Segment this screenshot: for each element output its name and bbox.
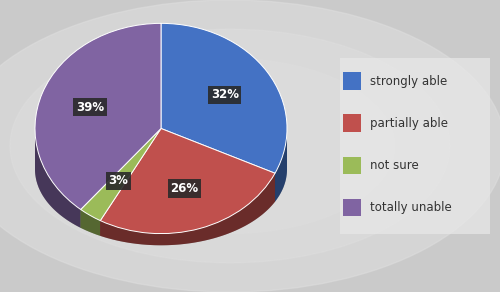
Polygon shape — [35, 129, 80, 228]
Text: 26%: 26% — [170, 182, 198, 195]
Text: 39%: 39% — [76, 101, 104, 114]
Polygon shape — [80, 128, 161, 228]
Bar — [343, 72, 361, 90]
Polygon shape — [161, 128, 275, 202]
Wedge shape — [100, 128, 275, 234]
Polygon shape — [80, 128, 161, 228]
Polygon shape — [80, 187, 100, 236]
Wedge shape — [80, 128, 161, 220]
Bar — [343, 157, 361, 174]
Polygon shape — [275, 128, 287, 202]
Bar — [343, 199, 361, 216]
Ellipse shape — [65, 58, 395, 234]
Polygon shape — [100, 128, 161, 236]
Text: not sure: not sure — [370, 159, 419, 172]
FancyBboxPatch shape — [332, 50, 498, 242]
Text: 32%: 32% — [211, 88, 239, 101]
Polygon shape — [161, 128, 275, 202]
Text: partially able: partially able — [370, 117, 448, 130]
Text: strongly able: strongly able — [370, 75, 448, 88]
Polygon shape — [100, 161, 275, 245]
Bar — [343, 114, 361, 132]
Ellipse shape — [10, 29, 450, 263]
Wedge shape — [161, 23, 287, 173]
Text: totally unable: totally unable — [370, 201, 452, 214]
Text: 3%: 3% — [108, 174, 128, 187]
Ellipse shape — [35, 93, 287, 245]
Polygon shape — [100, 128, 161, 236]
Wedge shape — [35, 23, 161, 209]
